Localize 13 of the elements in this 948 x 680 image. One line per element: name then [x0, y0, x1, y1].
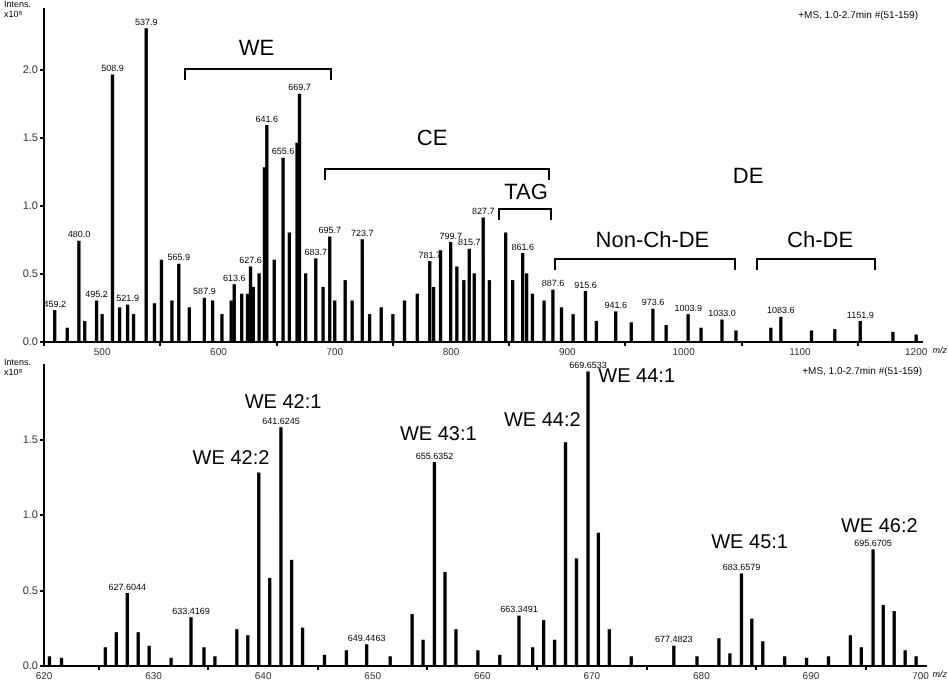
annotation: TAG — [504, 181, 548, 206]
annotation: WE — [238, 36, 275, 61]
annotation: WE 45:1 — [711, 532, 788, 555]
annotation: DE — [732, 164, 764, 189]
annotation: CE — [416, 126, 448, 151]
annotation: Non-Ch-DE — [595, 228, 710, 253]
annotation: Ch-DE — [787, 228, 854, 253]
annotation: WE 42:2 — [192, 448, 270, 471]
annotation: WE 43:1 — [399, 423, 477, 446]
annotation: WE 46:2 — [840, 516, 918, 539]
annotation: WE 42:1 — [244, 391, 322, 414]
annotation: WE 44:2 — [503, 409, 581, 432]
annotation: WE 44:1 — [598, 366, 676, 389]
